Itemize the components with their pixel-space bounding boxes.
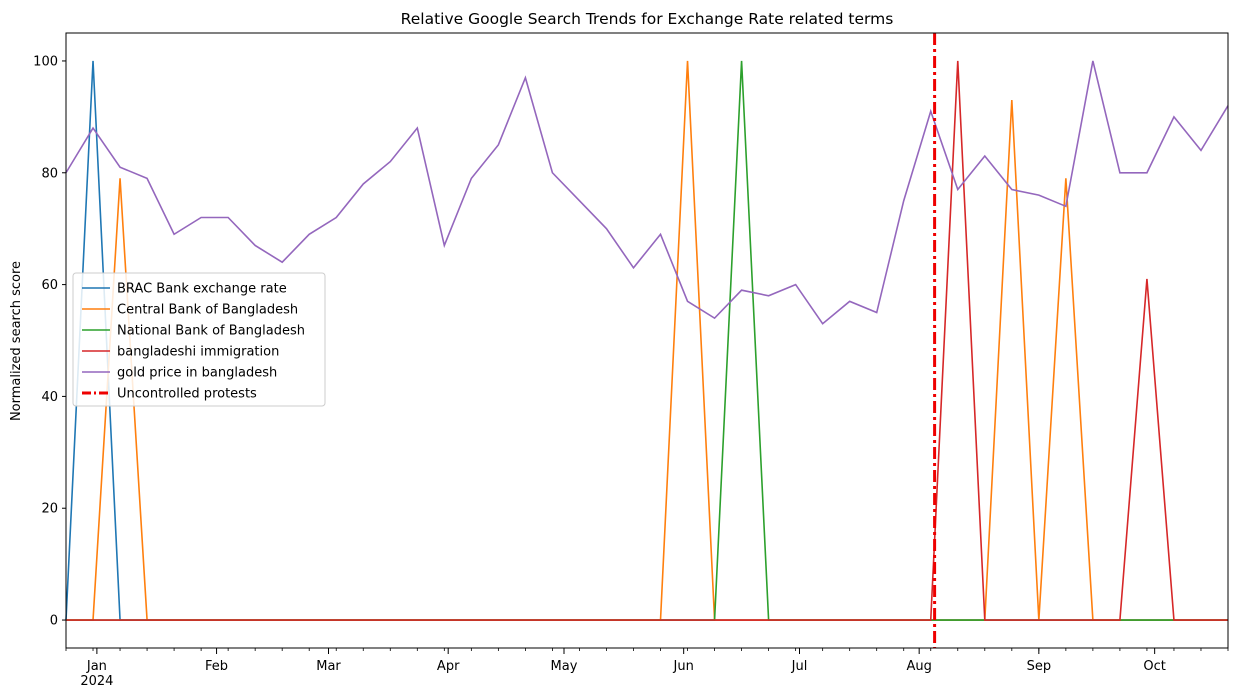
plot-frame [65, 32, 1229, 649]
x-tick-label: Jan [86, 659, 107, 674]
y-axis-label: Normalized search score [9, 261, 24, 421]
y-tick-label: 100 [33, 54, 58, 69]
y-tick-label: 40 [41, 390, 58, 405]
legend-label: bangladeshi immigration [117, 345, 279, 360]
legend: BRAC Bank exchange rate Central Bank of B… [72, 272, 326, 407]
legend-label: Uncontrolled protests [117, 387, 257, 402]
chart-title: Relative Google Search Trends for Exchan… [401, 10, 894, 28]
x-tick-label: Feb [205, 659, 228, 674]
legend-label: Central Bank of Bangladesh [117, 303, 298, 318]
x-tick-label: Sep [1027, 659, 1052, 674]
x-tick-label: Jun [673, 659, 694, 674]
x-tick-label: Oct [1143, 659, 1165, 674]
x-tick-sublabel: 2024 [80, 674, 113, 689]
legend-label: BRAC Bank exchange rate [117, 282, 287, 297]
y-tick-label: 0 [50, 614, 58, 629]
x-tick-label: Mar [316, 659, 341, 674]
y-tick-label: 80 [41, 166, 58, 181]
series-line-5 [65, 60, 1229, 325]
x-tick-label: Aug [906, 659, 931, 674]
legend-box [72, 272, 326, 407]
legend-label: gold price in bangladesh [117, 366, 277, 381]
x-tick-label: May [551, 659, 578, 674]
x-tick-label: Jul [791, 659, 808, 674]
y-tick-label: 20 [41, 502, 58, 517]
legend-label: National Bank of Bangladesh [117, 324, 305, 339]
series-line-4 [66, 60, 1228, 621]
x-tick-label: Apr [437, 659, 460, 674]
y-tick-label: 60 [41, 278, 58, 293]
